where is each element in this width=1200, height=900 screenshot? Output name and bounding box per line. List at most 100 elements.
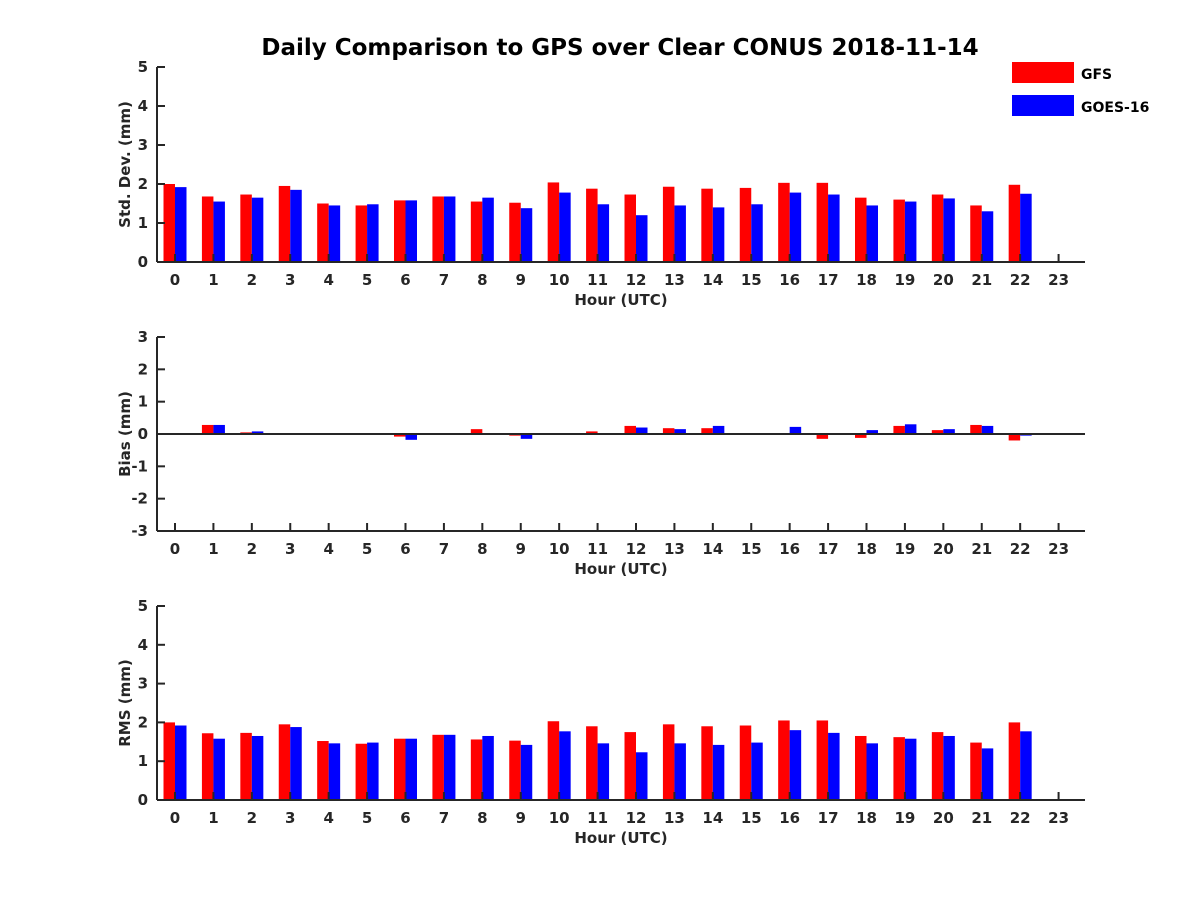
panel-1-bar-goes16-16	[789, 192, 802, 262]
panel-1-bar-goes16-17	[828, 194, 840, 262]
panel-1-bar-goes16-21	[981, 211, 994, 262]
panel-1-bar-gfs-11	[586, 188, 598, 262]
panel-2-bar-goes16-1	[213, 424, 225, 434]
panel-1-bar-goes16-19	[904, 201, 917, 262]
panel-2-x-tick-label: 11	[587, 540, 608, 558]
panel-3-bar-goes16-17	[828, 732, 840, 800]
panel-1-bar-goes16-14	[712, 207, 725, 262]
panel-3-bar-gfs-14	[701, 726, 713, 800]
panel-1-x-tick-label: 14	[702, 271, 723, 289]
legend-label-gfs: GFS	[1081, 67, 1112, 83]
panel-1-bar-gfs-5	[355, 205, 368, 262]
panel-1-bar-goes16-8	[482, 197, 494, 262]
panel-2-bar-gfs-1	[201, 424, 214, 434]
panel-2-x-tick-label: 17	[818, 540, 839, 558]
panel-3-x-tick-label: 9	[516, 809, 526, 827]
panel-1-bar-goes16-4	[328, 205, 341, 262]
panel-1-bar-goes16-9	[520, 208, 533, 262]
panel-2-x-tick-label: 21	[971, 540, 992, 558]
panel-2-x-tick-label: 18	[856, 540, 877, 558]
panel-1-x-tick-label: 22	[1010, 271, 1031, 289]
panel-2-x-tick-label: 20	[933, 540, 954, 558]
panel-2-y-tick-label: 2	[138, 360, 148, 378]
panel-2-bar-gfs-8	[470, 429, 483, 434]
panel-1-y-axis-label: Std. Dev. (mm)	[116, 101, 134, 228]
panel-3-bar-gfs-13	[662, 724, 675, 800]
panel-2-y-tick-label: 3	[138, 328, 148, 346]
panel-2-x-tick-label: 14	[702, 540, 723, 558]
panel-2-bar-gfs-21	[970, 424, 982, 434]
panel-2-bar-gfs-6	[394, 434, 406, 437]
panel-3-x-tick-label: 10	[549, 809, 570, 827]
panel-2-y-tick-label: -3	[131, 522, 148, 540]
panel-3-bar-gfs-7	[432, 734, 444, 800]
panel-3-bar-goes16-1	[213, 738, 225, 800]
panel-1-bar-goes16-2	[251, 197, 264, 262]
panel-1-bar-goes16-13	[674, 205, 686, 262]
panel-3-bar-gfs-2	[240, 732, 252, 800]
panel-2-x-tick-label: 4	[323, 540, 333, 558]
panel-3-x-tick-label: 1	[208, 809, 218, 827]
panel-1-bar-goes16-15	[751, 204, 763, 262]
panel-2-x-tick-label: 19	[894, 540, 915, 558]
panel-1-x-tick-label: 0	[170, 271, 180, 289]
panel-1-bar-goes16-1	[213, 201, 225, 262]
panel-3-bar-goes16-3	[290, 727, 302, 800]
panel-1-bar-goes16-12	[636, 215, 648, 262]
panel-3-bar-gfs-3	[278, 724, 291, 800]
panel-3-x-tick-label: 16	[779, 809, 800, 827]
panel-3-bar-goes16-21	[981, 748, 994, 800]
panel-3-bar-gfs-15	[739, 725, 752, 800]
panel-3-y-tick-label: 4	[138, 636, 148, 654]
panel-1-bar-gfs-13	[662, 186, 675, 262]
panel-1-x-tick-label: 6	[400, 271, 410, 289]
panel-1-bar-gfs-22	[1008, 184, 1021, 262]
panel-3-bar-goes16-11	[597, 743, 610, 800]
panel-2-bar-goes16-6	[405, 434, 417, 440]
panel-3-bar-goes16-14	[712, 744, 725, 800]
panel-2-bar-gfs-19	[893, 425, 905, 434]
panel-2-bar-gfs-13	[662, 428, 675, 434]
panel-1-bar-gfs-0	[163, 184, 175, 262]
panel-3-x-tick-label: 17	[818, 809, 839, 827]
panel-3-x-tick-label: 12	[626, 809, 647, 827]
panel-1-bar-gfs-10	[547, 182, 560, 262]
panel-3-bar-goes16-2	[251, 735, 264, 800]
panel-2-x-tick-label: 5	[362, 540, 372, 558]
panel-3-x-tick-label: 14	[702, 809, 723, 827]
panel-3-bar-gfs-10	[547, 721, 560, 800]
panel-3-x-tick-label: 18	[856, 809, 877, 827]
panel-1-bar-gfs-6	[394, 200, 406, 262]
panel-3-bar-goes16-8	[482, 735, 494, 800]
panel-2-y-tick-label: -2	[131, 490, 148, 508]
panel-3-x-tick-label: 4	[323, 809, 333, 827]
legend-swatch-gfs	[1012, 62, 1074, 83]
panel-2-bar-goes16-12	[636, 427, 648, 434]
panel-2-x-tick-label: 12	[626, 540, 647, 558]
panel-3-x-tick-label: 8	[477, 809, 487, 827]
panel-3-x-axis-label: Hour (UTC)	[574, 829, 667, 847]
panel-3-x-tick-label: 11	[587, 809, 608, 827]
panel-1-x-tick-label: 20	[933, 271, 954, 289]
panel-2-x-tick-label: 1	[208, 540, 218, 558]
panel-1-bar-gfs-2	[240, 194, 252, 262]
panel-1-y-tick-label: 3	[138, 136, 148, 154]
panel-2-bar-goes16-16	[789, 426, 802, 434]
panel-3-bar-goes16-16	[789, 730, 802, 800]
panel-1-x-tick-label: 13	[664, 271, 685, 289]
panel-3-x-tick-label: 22	[1010, 809, 1031, 827]
panel-3-bar-gfs-20	[931, 732, 944, 800]
panel-3-y-tick-label: 1	[138, 752, 148, 770]
panel-2-y-tick-label: 0	[138, 425, 148, 443]
panel-1-y-tick-label: 1	[138, 214, 148, 232]
panel-3-bar-gfs-16	[778, 720, 790, 800]
panel-3-bar-goes16-18	[866, 743, 878, 800]
panel-3-bar-goes16-13	[674, 743, 686, 800]
panel-1-bar-goes16-20	[943, 198, 955, 262]
panel-3-bar-gfs-4	[317, 741, 329, 800]
panel-3-x-tick-label: 6	[400, 809, 410, 827]
panel-3-x-tick-label: 5	[362, 809, 372, 827]
panel-2-bar-gfs-20	[931, 430, 944, 434]
panel-2-bar-gfs-18	[855, 434, 867, 438]
panel-2-x-tick-label: 16	[779, 540, 800, 558]
